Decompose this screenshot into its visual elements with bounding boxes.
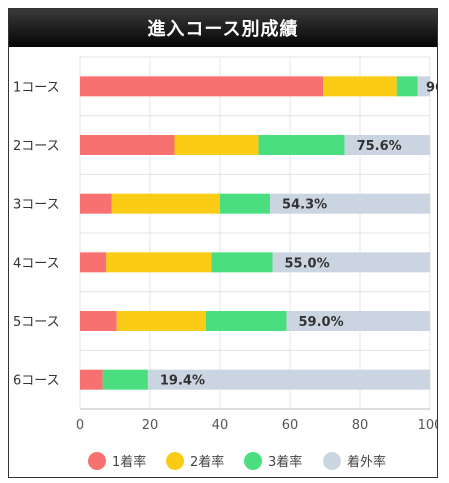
legend-swatch-2: [166, 452, 184, 470]
x-tick-label-1: 20: [142, 418, 159, 433]
bar-3-series-2: [111, 193, 220, 214]
bar-3-series-3: [220, 193, 271, 214]
bar-6-series-3: [102, 369, 148, 390]
bar-1-series-2: [323, 76, 397, 97]
bar-6-series-1: [80, 369, 103, 390]
bar-4-series-1: [80, 252, 107, 273]
bar-2-series-4: [344, 135, 430, 155]
bar-4-series-4: [272, 252, 430, 273]
bar-6-series-4: [147, 369, 430, 390]
data-label-3: 54.3%: [282, 198, 327, 213]
x-tick-label-3: 60: [282, 418, 299, 433]
bar-4-series-2: [106, 252, 212, 273]
legend-swatch-4: [323, 452, 341, 470]
x-tick-label-5: 100: [418, 418, 438, 433]
legend-swatch-3: [244, 452, 262, 470]
legend-label-1: 1着率: [112, 454, 146, 470]
x-tick-label-0: 0: [76, 418, 84, 433]
data-label-4: 55.0%: [285, 256, 330, 271]
data-label-6: 19.4%: [160, 374, 205, 389]
data-label-1: 96.: [426, 80, 438, 95]
bar-3-series-1: [80, 193, 112, 214]
chart-frame: 進入コース別成績 0 20 40 60 80 100 1コース 96. 2コース 75.6% 3コー…: [8, 8, 438, 478]
bar-5-series-2: [116, 311, 206, 331]
bar-4-series-3: [211, 252, 273, 273]
legend-label-4: 着外率: [347, 454, 386, 470]
x-tick-label-4: 80: [352, 418, 369, 433]
category-label-5: 5コース: [13, 315, 60, 330]
legend-label-3: 3着率: [268, 454, 302, 470]
bar-1-series-3: [396, 76, 418, 97]
bar-2-series-1: [80, 135, 175, 155]
legend-swatch-1: [88, 452, 106, 470]
bar-2-series-2: [174, 135, 259, 155]
data-label-5: 59.0%: [299, 315, 344, 330]
category-label-3: 3コース: [13, 198, 60, 213]
category-label-1: 1コース: [13, 80, 60, 95]
bar-5-series-4: [286, 311, 430, 331]
category-label-4: 4コース: [13, 256, 60, 271]
stacked-bar-chart: 0 20 40 60 80 100 1コース 96. 2コース 75.6% 3コース 54.3% 4コー…: [13, 56, 438, 470]
bar-3-series-4: [270, 193, 430, 214]
bar-2-series-3: [258, 135, 345, 155]
bar-5-series-3: [206, 311, 287, 331]
bar-1-series-4: [417, 76, 430, 97]
x-tick-label-2: 40: [212, 418, 229, 433]
data-label-2: 75.6%: [357, 139, 402, 154]
chart-title: 進入コース別成績: [9, 9, 437, 47]
category-label-2: 2コース: [13, 139, 60, 154]
bar-5-series-1: [80, 311, 117, 331]
bar-1-series-1: [80, 76, 324, 97]
category-label-6: 6コース: [13, 374, 60, 389]
legend-label-2: 2着率: [190, 454, 224, 470]
